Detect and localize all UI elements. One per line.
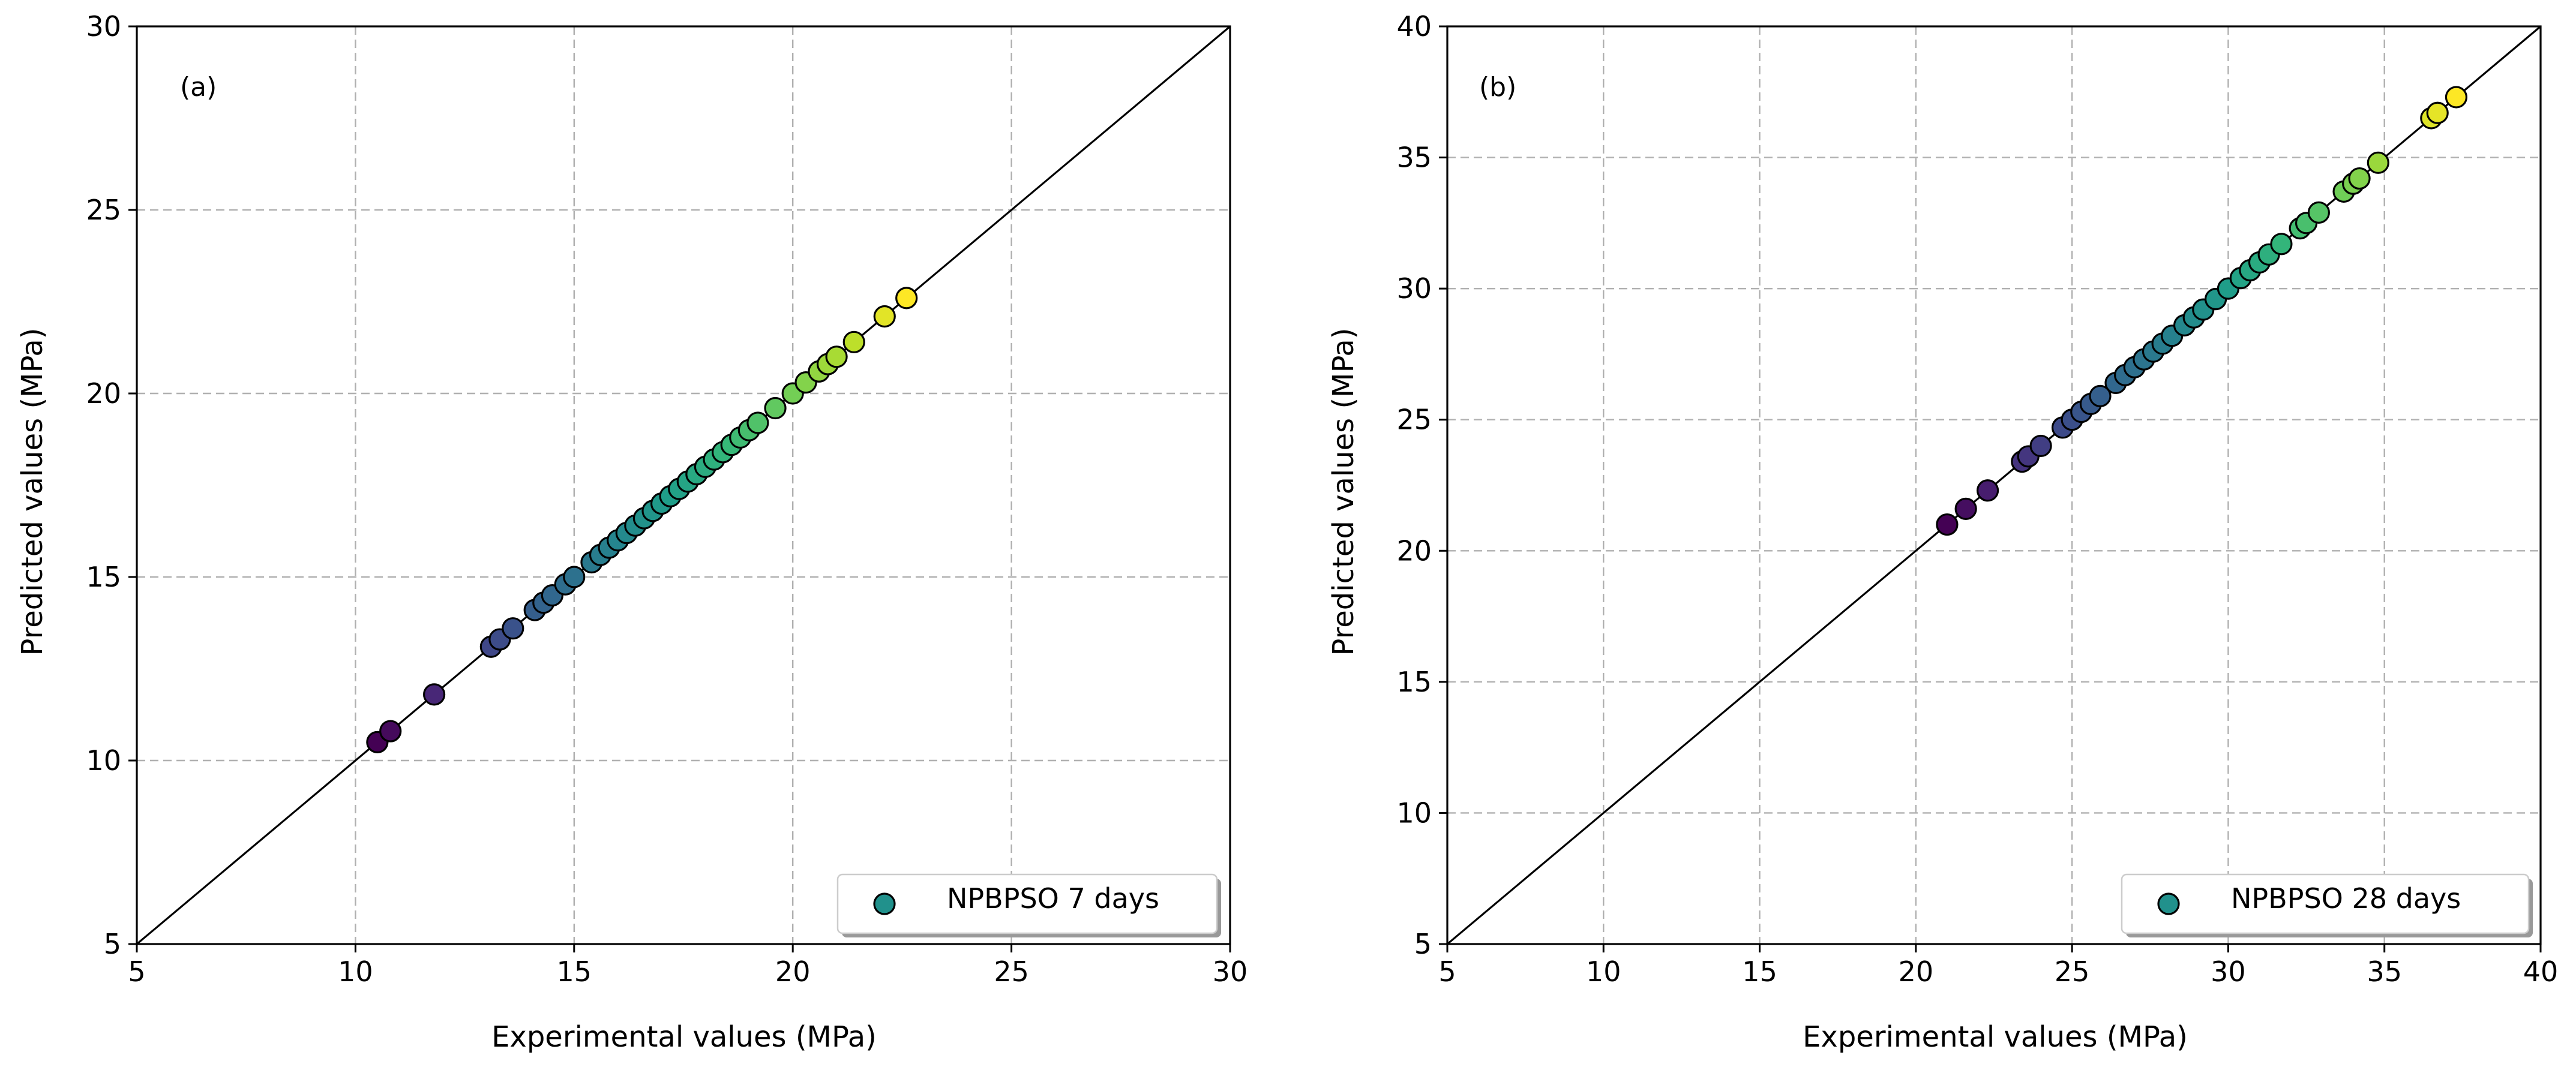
panel-b-x-tick-label: 35 <box>2367 955 2402 988</box>
panel-b-data-point <box>2270 233 2293 256</box>
panel-b-legend-marker <box>2157 892 2180 915</box>
panel-a-data-point <box>746 411 769 434</box>
panel-a-data-point <box>842 330 865 353</box>
panel-b-data-point <box>2348 167 2371 190</box>
panel-a-x-tick-label: 15 <box>557 955 592 988</box>
panel-b-y-tick-label: 5 <box>1414 928 1432 960</box>
panel-b-x-axis-title: Experimental values (MPa) <box>1803 1020 2188 1054</box>
panel-a-legend <box>836 873 1218 934</box>
panel-b: 5 10 15 20 25 30 35 40 5 10 15 20 25 30 35 40 (b) Exper… <box>1327 10 2558 1054</box>
panel-b-y-tick-label: 20 <box>1396 534 1432 567</box>
panel-b-data-point <box>1954 497 1977 520</box>
panel-b-y-tick-label: 30 <box>1396 272 1432 305</box>
panel-b-y-tick-label: 35 <box>1396 142 1432 174</box>
panel-a-data-point <box>379 720 402 743</box>
panel-b-data-point <box>2367 151 2389 174</box>
panel-b-x-tick-label: 25 <box>2055 955 2090 988</box>
panel-a-x-tick-label: 5 <box>128 955 145 988</box>
panel-a-y-tick-label: 25 <box>86 194 121 226</box>
panel-b-x-tick-label: 30 <box>2211 955 2246 988</box>
panel-a-x-tick-label: 30 <box>1213 955 1248 988</box>
panel-a-legend-marker <box>873 892 896 915</box>
panel-a-data-point <box>895 287 918 309</box>
panel-a-y-tick-label: 5 <box>104 928 121 960</box>
panel-a-x-tick-label: 10 <box>338 955 373 988</box>
panel-b-legend <box>2121 873 2530 934</box>
panel-a: 5 10 15 20 25 30 5 10 15 20 25 30 (a) Experimental … <box>16 10 1247 1054</box>
panel-b-x-tick-label: 20 <box>1899 955 1934 988</box>
panel-a-x-axis-title: Experimental values (MPa) <box>491 1020 877 1054</box>
panel-b-data-point <box>2307 201 2330 224</box>
panel-a-data-point <box>873 305 896 328</box>
panel-b-y-tick-label: 15 <box>1396 666 1432 698</box>
panel-b-y-tick-label: 10 <box>1396 797 1432 829</box>
panel-b-x-tick-label: 10 <box>1586 955 1621 988</box>
panel-b-data-point <box>2029 434 2052 458</box>
panel-b-label: (b) <box>1479 72 1516 103</box>
panel-b-y-tick-label: 40 <box>1396 10 1432 43</box>
panel-a-y-tick-label: 20 <box>86 377 121 410</box>
panel-a-data-point <box>764 396 787 420</box>
panel-a-y-axis-title: Predicted values (MPa) <box>16 327 49 656</box>
panel-a-y-tick-label: 30 <box>86 10 121 43</box>
panel-b-x-tick-label: 40 <box>2523 955 2559 988</box>
panel-a-legend-label: NPBPSO 7 days <box>947 882 1159 915</box>
panel-b-x-tick-label: 15 <box>1742 955 1777 988</box>
panel-a-axes-frame <box>136 25 1231 945</box>
panel-a-data-point <box>825 345 848 368</box>
panel-b-data-point <box>1976 479 1999 502</box>
panel-b-data-point <box>2089 384 2112 407</box>
panel-a-label: (a) <box>180 72 217 103</box>
panel-a-data-point <box>502 617 524 640</box>
panel-b-y-tick-label: 25 <box>1396 404 1432 436</box>
panel-a-y-tick-label: 15 <box>86 561 121 593</box>
panel-b-x-tick-label: 5 <box>1438 955 1456 988</box>
panel-b-axes-frame <box>1446 25 2542 945</box>
panel-b-data-point <box>2426 101 2449 124</box>
panel-b-data-point <box>1936 513 1959 536</box>
panel-a-x-tick-label: 25 <box>994 955 1029 988</box>
panel-b-legend-label: NPBPSO 28 days <box>2231 882 2461 915</box>
panel-a-data-point <box>563 566 586 588</box>
panel-a-x-tick-label: 20 <box>775 955 811 988</box>
panel-b-data-point <box>2445 86 2468 109</box>
panel-b-y-axis-title: Predicted values (MPa) <box>1327 327 1360 656</box>
panel-a-data-point <box>422 683 446 706</box>
panel-a-y-tick-label: 10 <box>86 744 121 777</box>
